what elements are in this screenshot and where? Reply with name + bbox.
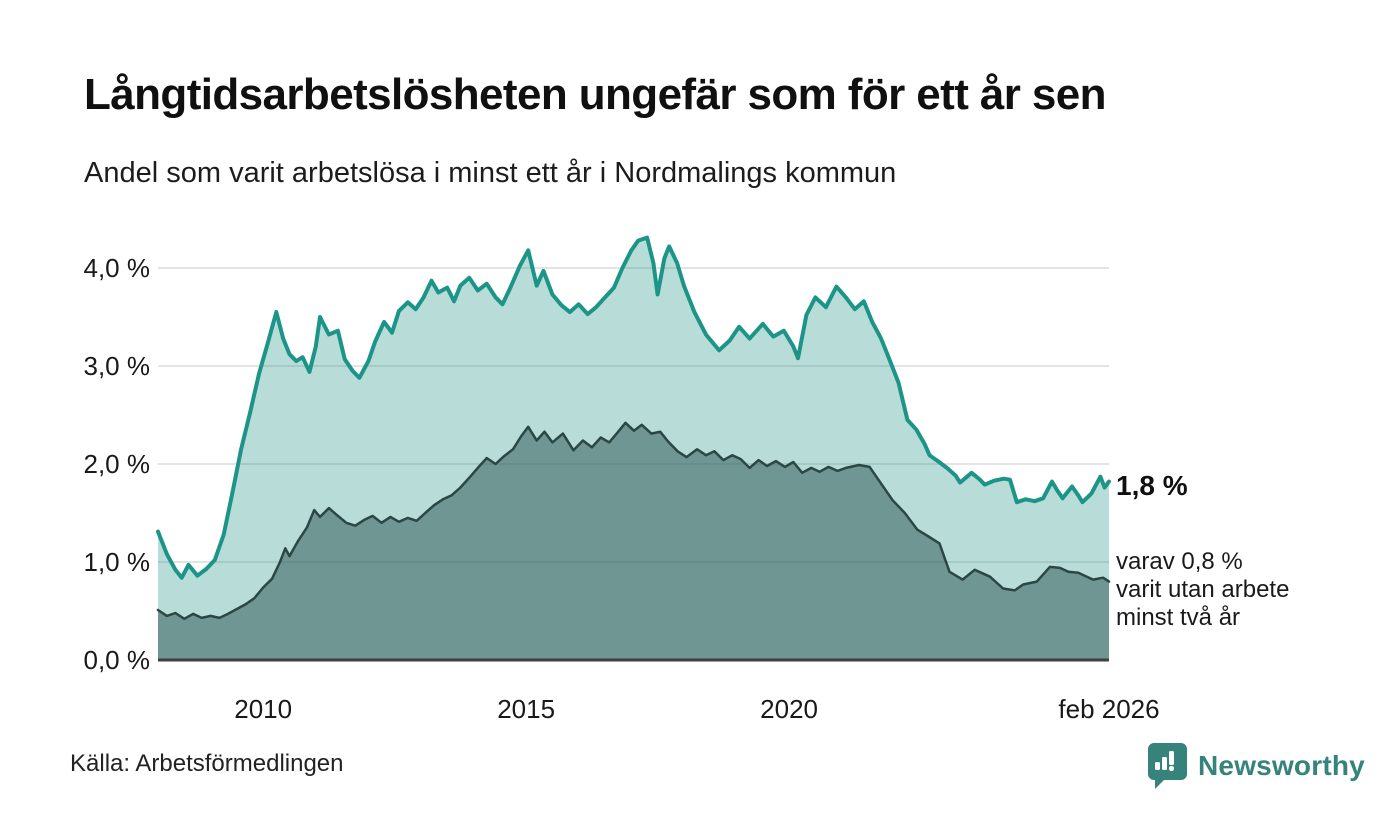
- y-tick-label: 3,0 %: [83, 351, 151, 381]
- y-tick-label: 0,0 %: [83, 645, 151, 675]
- x-tick-label: 2010: [234, 694, 293, 724]
- y-tick-label: 1,0 %: [83, 547, 151, 577]
- brand-lockup: Newsworthy: [1146, 742, 1365, 790]
- y-tick-label: 4,0 %: [83, 253, 151, 283]
- page-title: Långtidsarbetslösheten ungefär som för e…: [84, 70, 1107, 119]
- note-line: varav 0,8 %: [1116, 548, 1243, 575]
- series-line-one-year: [156, 235, 1111, 580]
- series-line-two-years: [156, 421, 1111, 621]
- note-line: varit utan arbete: [1116, 576, 1290, 603]
- newsworthy-logo-icon: [1148, 743, 1187, 789]
- brand-name: Newsworthy: [1198, 750, 1365, 781]
- latest-value-label: 1,8 %: [1116, 470, 1188, 501]
- note-line: minst två år: [1116, 604, 1241, 631]
- y-tick-label: 2,0 %: [83, 449, 151, 479]
- x-tick-label: 2020: [760, 694, 818, 724]
- source-caption: Källa: Arbetsförmedlingen: [70, 750, 344, 777]
- x-tick-label: feb 2026: [1058, 694, 1160, 724]
- x-tick-label: 2015: [497, 694, 556, 724]
- secondary-series-note: varav 0,8 % varit utan arbete minst två …: [1116, 548, 1289, 632]
- chart-subtitle: Andel som varit arbetslösa i minst ett å…: [84, 157, 897, 189]
- area-fill-two-years: [158, 422, 1109, 660]
